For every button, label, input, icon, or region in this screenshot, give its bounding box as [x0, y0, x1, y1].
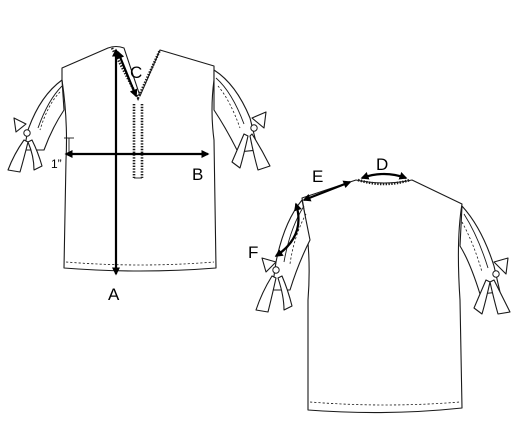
- measure-label-e: E: [312, 167, 323, 186]
- measure-f-arrow: [274, 202, 302, 257]
- sleeve-offset-label: 1”: [51, 157, 62, 171]
- measure-label-b: B: [192, 165, 203, 184]
- front-neckline-lace: [110, 47, 162, 101]
- front-left-sleeve-opening-stitch: [39, 91, 61, 131]
- back-view: D E F: [248, 155, 511, 414]
- back-hem-stitch: [309, 401, 461, 406]
- back-left-bow: [255, 257, 293, 313]
- front-left-bow: [7, 117, 43, 173]
- measure-label-c: C: [130, 63, 142, 82]
- measure-label-d: D: [376, 155, 388, 174]
- back-neckline-lace: [357, 178, 411, 186]
- front-right-sleeve-opening-stitch: [217, 85, 241, 129]
- front-left-sleeve-opening: [37, 85, 63, 129]
- back-body-outline: [301, 179, 463, 414]
- back-right-sleeve-opening-stitch: [461, 221, 483, 273]
- measure-d-arrow: [360, 172, 408, 180]
- back-right-sleeve-opening: [463, 213, 489, 269]
- measure-c-arrow: [116, 50, 138, 98]
- front-body-outline: [61, 45, 217, 272]
- front-right-sleeve: [213, 69, 259, 153]
- back-left-sleeve: [271, 199, 311, 291]
- front-right-sleeve-opening: [215, 77, 245, 125]
- front-right-bow: [231, 111, 271, 171]
- measure-label-f: F: [248, 243, 258, 262]
- front-view: A B C 1”: [7, 45, 271, 304]
- measure-label-a: A: [108, 285, 120, 304]
- measure-e-arrow: [302, 180, 352, 202]
- back-right-bow: [473, 257, 511, 315]
- front-hem-stitch: [65, 261, 215, 266]
